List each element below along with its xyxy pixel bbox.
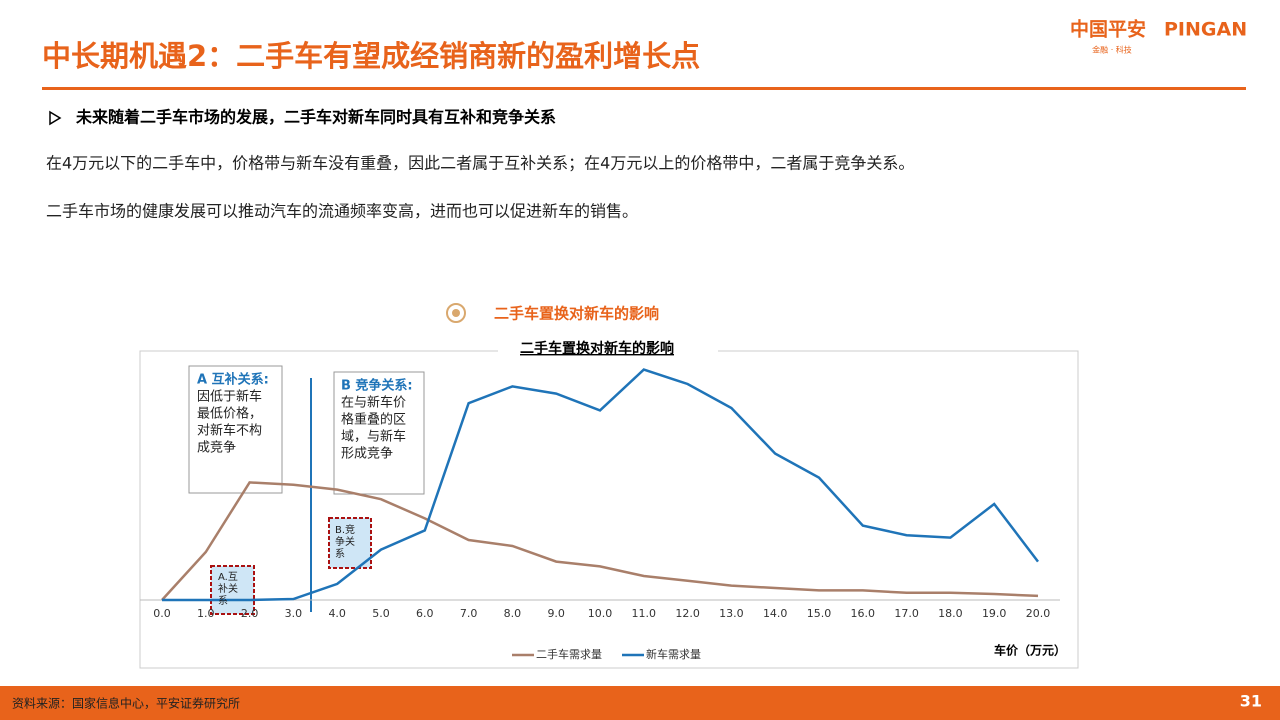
x-tick-label: 14.0 — [763, 607, 788, 620]
annotation-text: 系 — [218, 595, 228, 607]
annotation-text: 格重叠的区 — [341, 412, 406, 428]
annotation-text: A.互 — [218, 571, 238, 583]
x-tick-label: 18.0 — [938, 607, 963, 620]
logo-en: PINGAN — [1164, 19, 1247, 41]
footer-bar — [0, 686, 1280, 720]
x-tick-label: 4.0 — [328, 607, 346, 620]
annotation-box — [188, 365, 283, 494]
x-tick-label: 2.0 — [241, 607, 259, 620]
annotation-text: 争关 — [335, 535, 355, 548]
x-tick-label: 20.0 — [1026, 607, 1051, 620]
annotation-text: 补关 — [218, 582, 238, 595]
x-tick-label: 15.0 — [807, 607, 832, 620]
x-tick-label: 16.0 — [851, 607, 876, 620]
source: 资料来源：国家信息中心，平安证券研究所 — [12, 696, 240, 711]
bullet-icon — [49, 110, 62, 126]
x-tick-label: 13.0 — [719, 607, 744, 620]
annotation-text: 成竞争 — [197, 440, 236, 456]
annotation-text: 因低于新车 — [197, 389, 262, 405]
annotation-heading: B 竞争关系: — [341, 378, 413, 394]
line — [162, 368, 1039, 602]
legend-label: 新车需求量 — [646, 647, 701, 661]
annotation-text: 最低价格， — [197, 406, 262, 422]
x-tick-label: 19.0 — [982, 607, 1007, 620]
logo-cn: 中国平安 — [1070, 18, 1146, 41]
line — [161, 481, 1039, 601]
x-tick-label: 1.0 — [197, 607, 215, 620]
paragraph: 在4万元以下的二手车中，价格带与新车没有重叠，因此二者属于互补关系；在4万元以上… — [46, 154, 914, 173]
chart-title: 二手车置换对新车的影响 — [520, 340, 674, 357]
annotation-box — [328, 517, 372, 569]
x-tick-label: 11.0 — [632, 607, 657, 620]
chart-subheading: 二手车置换对新车的影响 — [494, 305, 659, 323]
x-tick-label: 0.0 — [153, 607, 171, 620]
x-tick-label: 9.0 — [547, 607, 565, 620]
annotation-box — [333, 371, 425, 495]
annotation-heading: A 互补关系: — [197, 372, 269, 388]
annotation-text: 域，与新车 — [341, 429, 406, 445]
x-tick-label: 5.0 — [372, 607, 390, 620]
annotation-box — [210, 565, 255, 615]
subheading-icon — [446, 303, 466, 323]
bullet: 未来随着二手车市场的发展，二手车对新车同时具有互补和竞争关系 — [75, 108, 556, 127]
x-tick-label: 12.0 — [675, 607, 700, 620]
slide-title: 中长期机遇2：二手车有望成经销商新的盈利增长点 — [42, 39, 700, 73]
annotation-text: 在与新车价 — [341, 395, 406, 411]
paragraph: 二手车市场的健康发展可以推动汽车的流通频率变高，进而也可以促进新车的销售。 — [46, 202, 638, 221]
page-number: 31 — [1240, 692, 1262, 711]
annotation-text: 形成竞争 — [341, 446, 393, 462]
x-tick-label: 8.0 — [504, 607, 522, 620]
title-bg — [498, 341, 718, 359]
x-tick-label: 10.0 — [588, 607, 613, 620]
x-axis-label: 车价（万元） — [994, 643, 1066, 658]
x-tick-label: 6.0 — [416, 607, 434, 620]
annotation-text: 对新车不构 — [197, 423, 262, 439]
header-rule — [42, 87, 1246, 90]
legend-label: 二手车需求量 — [536, 647, 602, 661]
logo-sub: 金融 · 科技 — [1092, 45, 1132, 55]
x-tick-label: 3.0 — [285, 607, 303, 620]
annotation-text: 系 — [335, 548, 345, 560]
x-tick-label: 17.0 — [894, 607, 919, 620]
x-tick-label: 7.0 — [460, 607, 478, 620]
annotation-text: B.竞 — [335, 523, 355, 536]
subheading-icon — [452, 309, 460, 317]
